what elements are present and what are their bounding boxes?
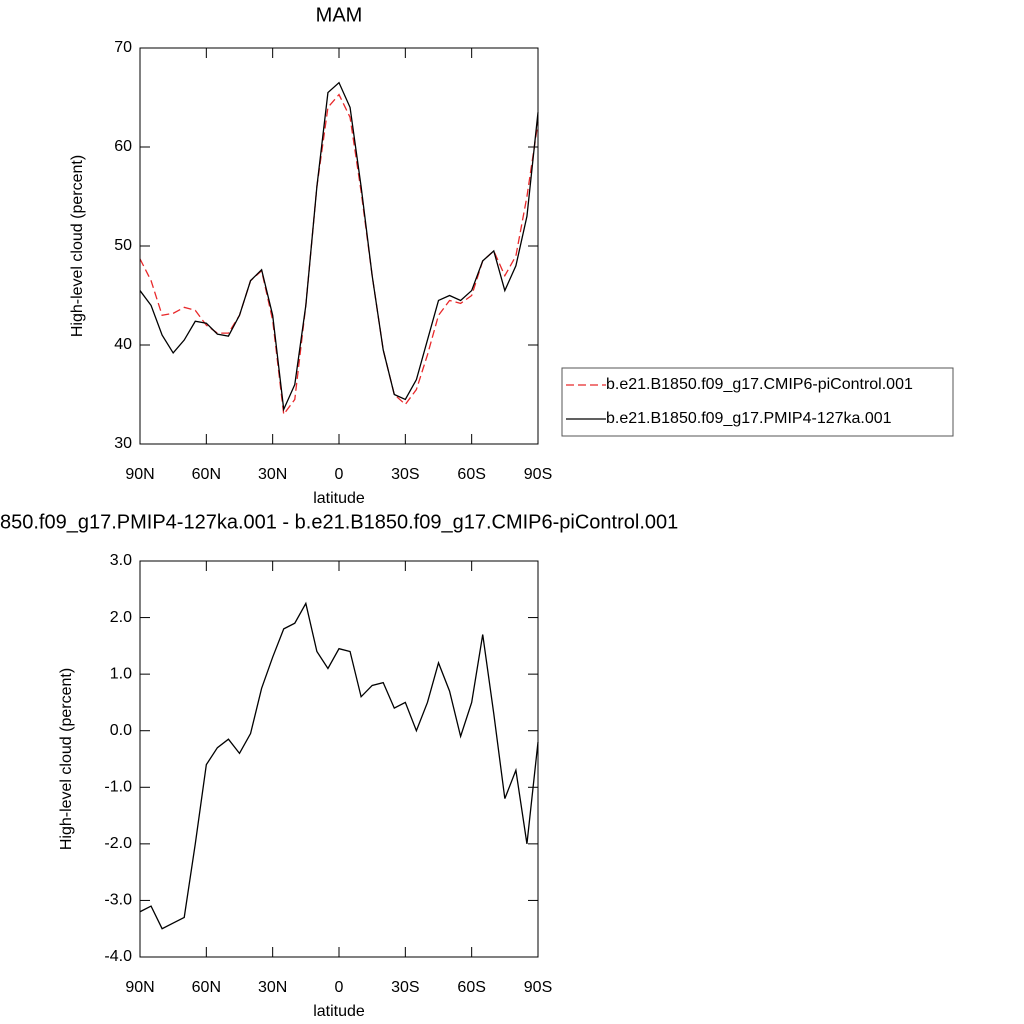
x-tick-label: 90S [524, 466, 552, 483]
y-tick-label: -3.0 [104, 892, 132, 909]
data-line [139, 81, 539, 412]
x-axis-label: latitude [313, 490, 365, 507]
x-tick-label: 0 [335, 979, 344, 996]
y-tick-label: 2.0 [110, 609, 132, 626]
x-tick-label: 90N [125, 979, 154, 996]
y-tick-label: 30 [114, 435, 132, 452]
y-axis-label: High-level cloud (percent) [58, 668, 75, 850]
x-tick-label: 0 [335, 466, 344, 483]
data-line [139, 601, 539, 930]
y-tick-label: 50 [114, 237, 132, 254]
x-tick-label: 30N [258, 979, 287, 996]
x-tick-label: 30S [391, 979, 419, 996]
chart-title: 850.f09_g17.PMIP4-127ka.001 - b.e21.B185… [0, 511, 678, 533]
plot-frame [139, 47, 539, 445]
x-tick-label: 90N [125, 466, 154, 483]
y-tick-label: 0.0 [110, 722, 132, 739]
y-tick-label: -4.0 [104, 948, 132, 965]
y-tick-label: 3.0 [110, 552, 132, 569]
plot-frame [139, 560, 539, 958]
y-tick-label: 1.0 [110, 665, 132, 682]
x-tick-label: 30N [258, 466, 287, 483]
x-tick-label: 60N [192, 466, 221, 483]
chart-title: MAM [316, 4, 363, 26]
x-tick-label: 60S [457, 979, 485, 996]
y-tick-label: 70 [114, 39, 132, 56]
y-tick-label: 60 [114, 138, 132, 155]
x-tick-label: 60N [192, 979, 221, 996]
y-tick-label: -2.0 [104, 835, 132, 852]
data-line [139, 93, 539, 416]
x-tick-label: 60S [457, 466, 485, 483]
legend-box [561, 367, 954, 437]
y-tick-label: -1.0 [104, 779, 132, 796]
legend-label: b.e21.B1850.f09_g17.CMIP6-piControl.001 [606, 376, 913, 393]
legend-label: b.e21.B1850.f09_g17.PMIP4-127ka.001 [606, 410, 892, 427]
x-tick-label: 30S [391, 466, 419, 483]
y-axis-label: High-level cloud (percent) [69, 155, 86, 337]
x-tick-label: 90S [524, 979, 552, 996]
x-axis-label: latitude [313, 1003, 365, 1020]
y-tick-label: 40 [114, 336, 132, 353]
